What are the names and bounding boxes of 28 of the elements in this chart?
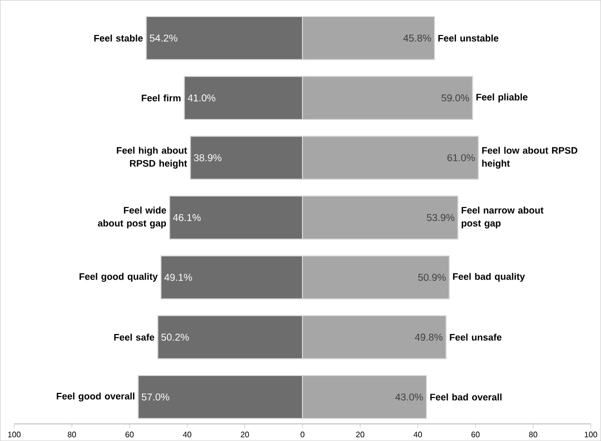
annotation: Feel bad quality [453,272,525,282]
y-tick-label: Feel good overall [56,392,134,402]
annotation: Feel bad overall [430,393,502,400]
data-label: 61.0% [447,154,475,162]
y-tick-label: Feel good quality [80,272,158,282]
y-tick-label: Feel firm [142,94,181,102]
data-label: 59.0% [442,94,470,102]
y-tick-label: Feel stable [94,34,143,42]
data-label: 57.0% [142,393,170,400]
annotation: Feel pliable [476,93,528,102]
data-label: 50.2% [161,334,189,341]
data-label: 38.9% [194,154,222,162]
data-label: 50.9% [418,274,446,281]
data-label: 45.8% [403,34,432,42]
annotation: Feel narrow about post gap [462,206,544,228]
annotation: Feel low about RPSD height [482,146,578,169]
y-tick-label: Feel wide about post gap [98,206,166,228]
data-label: 49.1% [164,274,192,281]
y-tick-label: Feel safe [114,334,154,341]
data-label: 53.9% [426,214,454,222]
data-label: 49.8% [414,334,443,341]
annotation: Feel unstable [438,34,498,42]
data-label: 54.2% [150,34,178,42]
data-label: 46.1% [173,214,201,222]
annotation: Feel unsafe [450,334,502,341]
data-label: 43.0% [395,393,423,400]
y-tick-label: Feel high about RPSD height [116,146,188,169]
data-label: 41.0% [188,94,216,102]
